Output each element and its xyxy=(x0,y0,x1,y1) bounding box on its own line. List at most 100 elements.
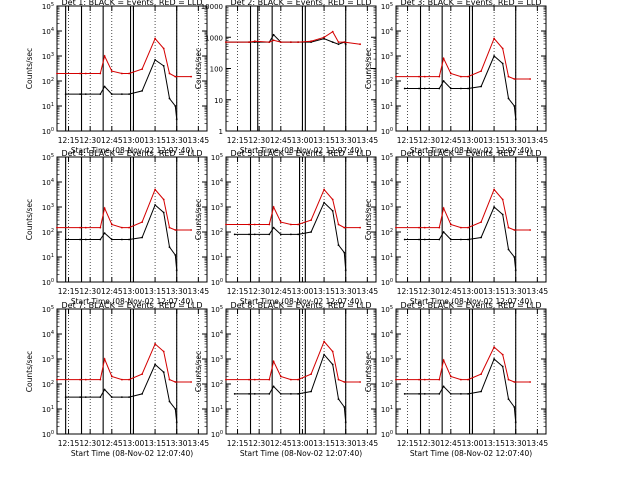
x-tick-label: 13:45 xyxy=(357,439,379,448)
data-point xyxy=(442,359,445,361)
data-point xyxy=(344,43,347,46)
x-axis-label: Start Time (08-Nov-02 12:07:40) xyxy=(240,146,362,155)
detector-panel-3: Det 3: BLACK = Events, RED = LLD 100 101 10… xyxy=(364,0,548,155)
x-tick-label: 12:45 xyxy=(101,287,123,296)
data-point xyxy=(442,57,445,60)
x-tick-label: 12:30 xyxy=(79,136,101,145)
x-tick-label: 12:45 xyxy=(101,136,123,145)
data-point xyxy=(174,381,177,383)
data-point xyxy=(493,358,495,360)
data-point xyxy=(359,43,361,46)
x-tick-label: 12:15 xyxy=(227,136,249,145)
y-axis-label: Counts/sec xyxy=(25,48,34,89)
data-point xyxy=(514,269,517,271)
x-tick-label: 13:30 xyxy=(335,439,357,448)
data-point xyxy=(514,421,517,423)
data-point xyxy=(141,90,144,92)
data-point xyxy=(480,390,482,393)
data-point xyxy=(460,238,462,241)
data-point xyxy=(248,223,251,226)
data-point xyxy=(423,378,426,381)
data-point xyxy=(253,393,256,395)
data-point xyxy=(64,93,67,95)
data-point xyxy=(272,206,275,208)
data-point xyxy=(162,65,165,67)
data-point xyxy=(480,373,482,375)
y-tick-label: 10 xyxy=(214,97,223,105)
data-point xyxy=(99,238,102,241)
y-tick-label: 101 xyxy=(211,405,223,414)
x-tick-label: 12:30 xyxy=(418,439,440,448)
series-line-lld xyxy=(57,188,192,231)
series-line-events xyxy=(65,59,178,120)
y-tick-label: 10000 xyxy=(201,3,223,11)
y-tick-label: 104 xyxy=(211,330,223,339)
x-tick-label: 13:15 xyxy=(483,287,505,296)
x-tick-label: 12:45 xyxy=(270,136,292,145)
series-line-events xyxy=(226,33,347,45)
data-point xyxy=(418,238,420,241)
data-point xyxy=(403,393,406,395)
data-point xyxy=(395,378,397,381)
series-events xyxy=(64,204,178,271)
data-point xyxy=(418,87,420,90)
data-point xyxy=(121,396,123,398)
plot-frame xyxy=(225,156,377,283)
x-tick-label: 13:15 xyxy=(313,287,335,296)
data-point xyxy=(438,87,441,90)
series-line-lld xyxy=(57,37,192,78)
data-point xyxy=(297,378,299,381)
data-point xyxy=(225,223,227,226)
data-point xyxy=(343,406,346,408)
y-tick-label: 100 xyxy=(211,430,223,439)
data-point xyxy=(141,68,144,70)
series-line-lld xyxy=(226,188,361,229)
data-point xyxy=(501,353,504,356)
x-tick-label: 13:00 xyxy=(292,439,314,448)
data-point xyxy=(513,406,516,408)
x-tick-label: 13:00 xyxy=(292,287,314,296)
x-axis-label: Start Time (08-Nov-02 12:07:40) xyxy=(71,146,193,155)
x-tick-label: 13:15 xyxy=(313,439,335,448)
data-point xyxy=(253,233,256,236)
data-point xyxy=(272,33,275,36)
data-point xyxy=(513,256,516,258)
data-point xyxy=(103,207,106,210)
y-tick-label: 105 xyxy=(42,305,54,314)
x-tick-label: 13:30 xyxy=(505,287,527,296)
data-point xyxy=(128,396,131,398)
y-tick-label: 103 xyxy=(381,52,393,61)
data-point xyxy=(493,206,495,208)
data-point xyxy=(438,393,441,395)
x-tick-label: 13:45 xyxy=(357,136,379,145)
series-lld xyxy=(56,37,193,78)
x-tick-label: 13:15 xyxy=(144,439,166,448)
x-axis-label: Start Time (08-Nov-02 12:07:40) xyxy=(71,297,193,306)
panel-title: Det 4: BLACK = Events, RED = LLD xyxy=(62,149,203,158)
data-point xyxy=(168,72,171,75)
y-tick-label: 1 xyxy=(219,128,223,136)
series-line-events xyxy=(234,201,347,271)
x-tick-label: 12:45 xyxy=(101,439,123,448)
data-point xyxy=(103,358,106,360)
data-point xyxy=(99,378,102,381)
data-point xyxy=(323,37,325,40)
x-tick-label: 13:30 xyxy=(166,136,188,145)
series-events xyxy=(403,358,517,423)
x-tick-label: 12:30 xyxy=(418,287,440,296)
x-tick-label: 13:45 xyxy=(188,136,210,145)
series-line-lld xyxy=(57,343,192,383)
x-tick-label: 12:15 xyxy=(397,439,419,448)
x-tick-label: 12:15 xyxy=(227,439,249,448)
data-point xyxy=(174,229,177,231)
x-tick-label: 13:45 xyxy=(527,136,549,145)
data-point xyxy=(268,393,271,395)
data-point xyxy=(343,381,346,383)
data-point xyxy=(268,378,271,381)
series-line-events xyxy=(404,55,517,120)
data-point xyxy=(493,346,495,348)
data-point xyxy=(154,59,157,61)
y-tick-label: 104 xyxy=(42,330,54,339)
y-tick-label: 102 xyxy=(381,77,393,86)
